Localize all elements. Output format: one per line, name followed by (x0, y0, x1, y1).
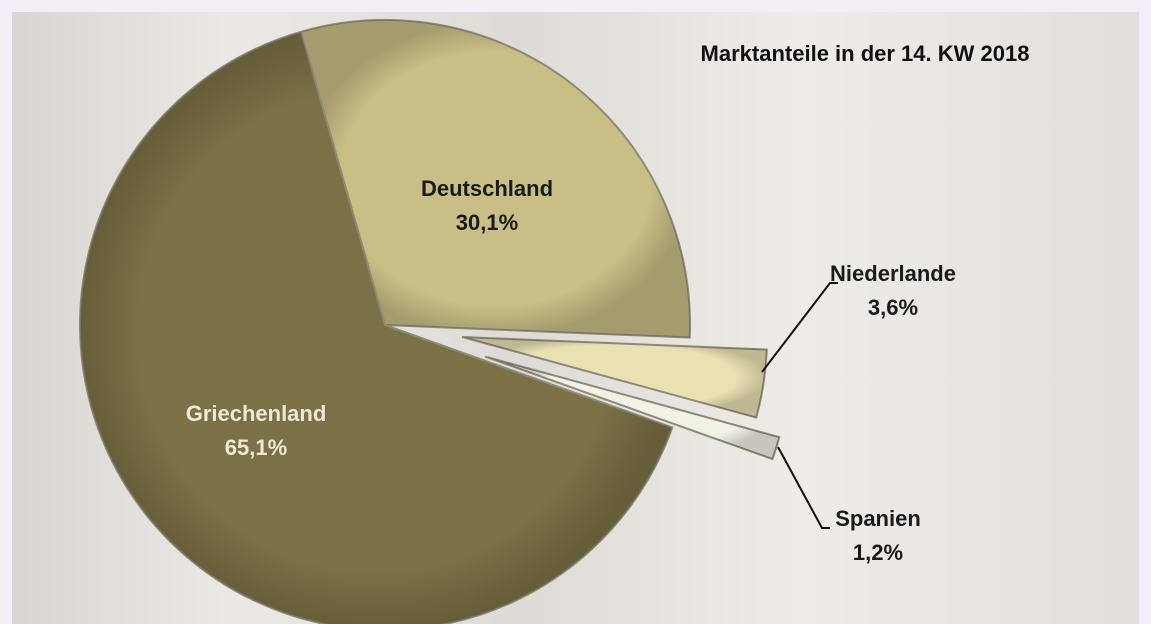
slice-label: 3,6% (868, 295, 918, 320)
slice-name: Griechenland (186, 401, 327, 426)
chart: Marktanteile in der 14. KW 2018 Deutschl… (0, 0, 1151, 624)
chart-title: Marktanteile in der 14. KW 2018 (701, 41, 1030, 66)
slice-label: 30,1% (456, 210, 518, 235)
slice-name: Spanien (835, 506, 921, 531)
slice-name: Niederlande (830, 261, 956, 286)
slice-label: 65,1% (225, 435, 287, 460)
slice-label: 1,2% (853, 540, 903, 565)
slice-name: Deutschland (421, 176, 553, 201)
